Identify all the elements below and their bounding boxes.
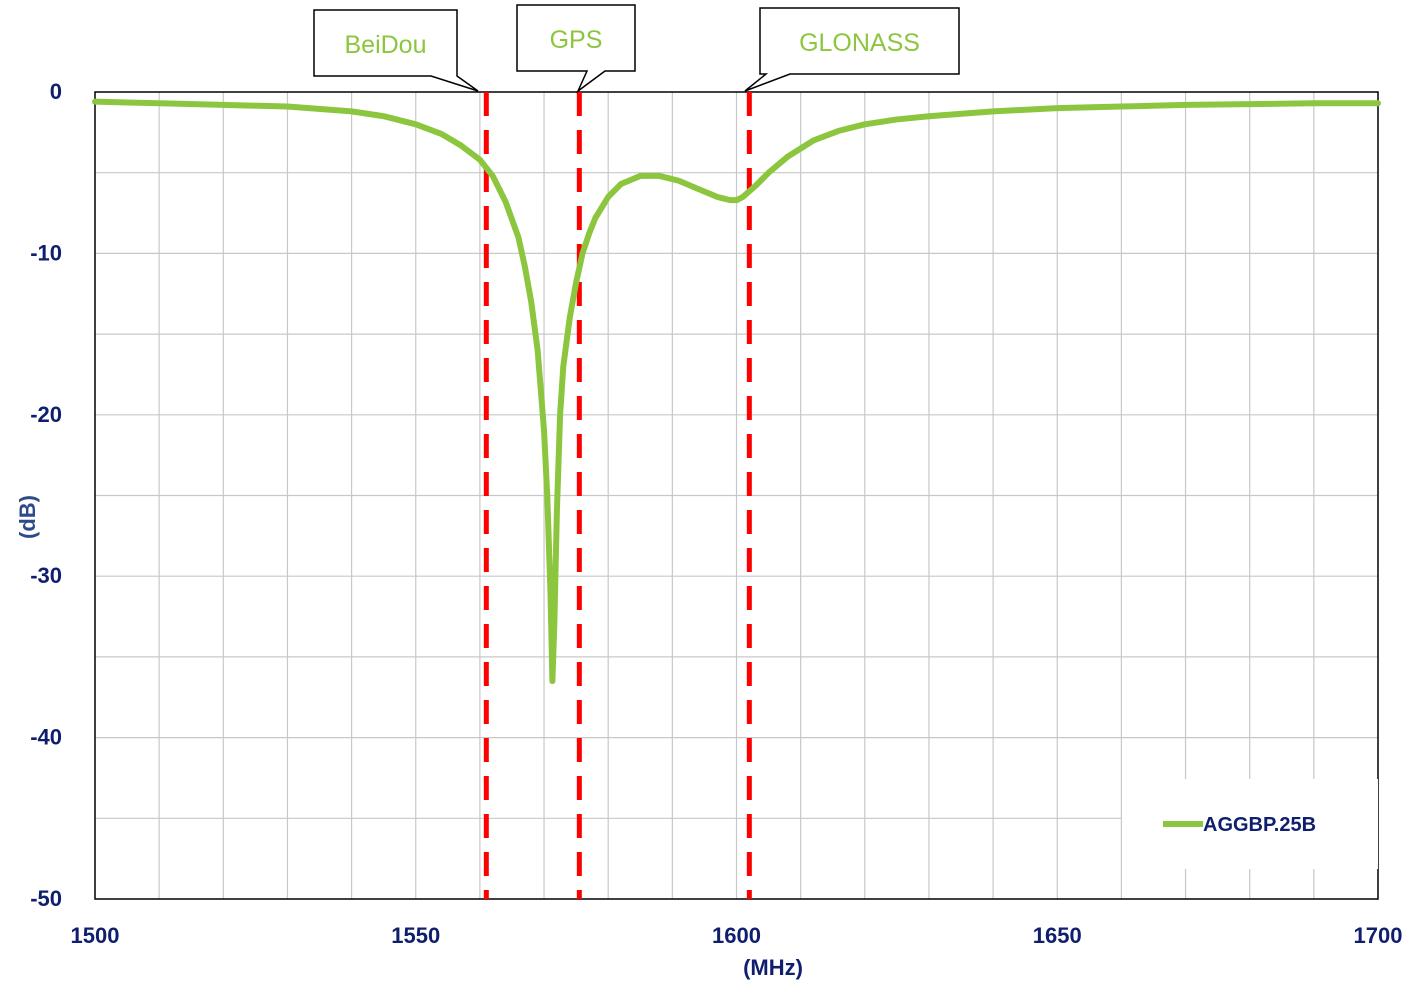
legend-label: AGGBP.25B xyxy=(1203,814,1316,836)
plot-border xyxy=(94,91,1379,900)
callout-label: GLONASS xyxy=(799,29,920,57)
x-tick-label: 1650 xyxy=(1033,923,1082,948)
series-line xyxy=(92,98,1381,685)
y-tick-label: -20 xyxy=(30,402,62,427)
grid xyxy=(95,92,1378,899)
y-tick-label: -50 xyxy=(30,886,62,911)
x-tick-label: 1700 xyxy=(1354,923,1403,948)
y-tick-labels: 0 -10 -20 -30 -40 -50 xyxy=(30,79,62,911)
callout-label: GPS xyxy=(550,26,603,54)
callout-box xyxy=(313,9,479,92)
frequency-markers xyxy=(483,92,752,899)
y-axis-title: (dB) xyxy=(15,495,40,539)
legend: AGGBP.25B xyxy=(1122,779,1378,869)
callout-box xyxy=(744,7,960,92)
x-tick-label: 1550 xyxy=(391,923,440,948)
marker-callouts: BeiDou GPS GLONASS xyxy=(313,4,960,94)
x-tick-label: 1500 xyxy=(71,923,120,948)
y-tick-label: 0 xyxy=(50,79,62,104)
y-tick-label: -10 xyxy=(30,240,62,265)
callout-label: BeiDou xyxy=(345,31,427,59)
x-tick-labels: 1500 1550 1600 1650 1700 xyxy=(71,923,1403,948)
callout-box xyxy=(516,4,636,94)
x-tick-label: 1600 xyxy=(712,923,761,948)
y-tick-label: -40 xyxy=(30,725,62,750)
y-tick-label: -30 xyxy=(30,563,62,588)
series-layer xyxy=(92,98,1381,685)
x-axis-title: (MHz) xyxy=(743,955,803,980)
